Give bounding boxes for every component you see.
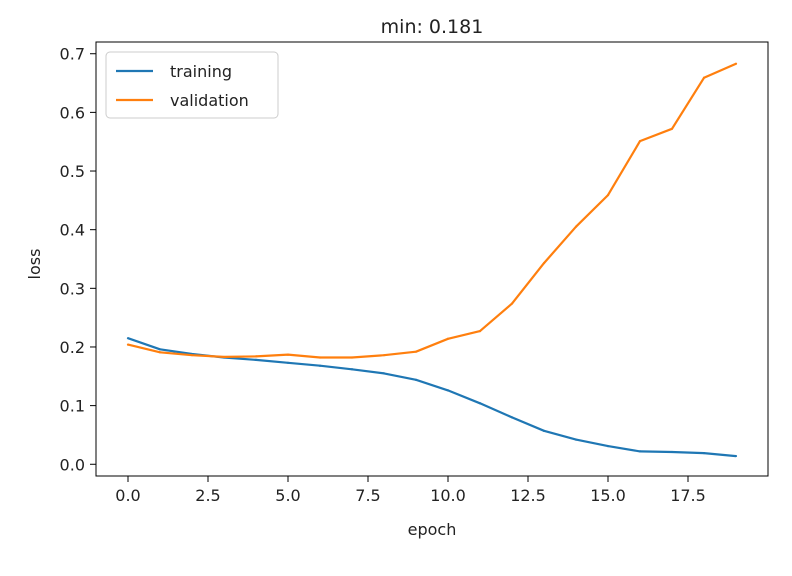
validation-point bbox=[734, 62, 738, 65]
training-point bbox=[350, 368, 354, 371]
x-tick-label: 7.5 bbox=[355, 486, 380, 505]
validation-point bbox=[542, 262, 546, 265]
plot-area-frame bbox=[95, 41, 769, 477]
training-point bbox=[542, 429, 546, 432]
x-tick-label: 0.0 bbox=[115, 486, 140, 505]
validation-point bbox=[158, 351, 162, 354]
x-axis-label: epoch bbox=[408, 520, 457, 539]
x-axis: 0.0 2.5 5.0 7.5 10.0 12.5 15.0 17.5 bbox=[115, 476, 706, 505]
validation-point bbox=[318, 356, 322, 359]
training-point bbox=[670, 450, 674, 454]
x-tick-label: 5.0 bbox=[275, 486, 300, 505]
training-point bbox=[158, 348, 162, 351]
x-tick-label: 12.5 bbox=[510, 486, 546, 505]
x-tick-label: 17.5 bbox=[670, 486, 706, 505]
y-tick-label: 0.2 bbox=[60, 338, 85, 357]
training-point bbox=[478, 402, 482, 405]
validation-point bbox=[286, 353, 290, 356]
training-point bbox=[734, 454, 738, 458]
y-axis-label: loss bbox=[25, 249, 44, 280]
chart-title: min: 0.181 bbox=[381, 16, 484, 38]
validation-point bbox=[414, 350, 418, 353]
validation-point bbox=[478, 330, 482, 333]
legend: training validation bbox=[105, 51, 279, 119]
validation-point bbox=[670, 127, 674, 130]
x-tick-label: 10.0 bbox=[430, 486, 466, 505]
y-tick-label: 0.0 bbox=[60, 455, 85, 474]
x-tick-label: 2.5 bbox=[195, 486, 220, 505]
legend-box bbox=[105, 51, 279, 119]
training-point bbox=[286, 361, 290, 364]
validation-point bbox=[606, 193, 610, 197]
training-point bbox=[446, 389, 450, 392]
validation-point bbox=[510, 302, 514, 305]
validation-point bbox=[190, 354, 194, 357]
validation-point bbox=[382, 354, 386, 357]
validation-point bbox=[126, 343, 130, 346]
validation-point bbox=[222, 355, 226, 359]
y-tick-label: 0.6 bbox=[60, 103, 85, 122]
training-point bbox=[606, 444, 610, 448]
y-tick-label: 0.3 bbox=[60, 279, 85, 298]
training-point bbox=[254, 358, 258, 361]
validation-line bbox=[127, 62, 737, 359]
training-point bbox=[126, 337, 130, 340]
validation-point bbox=[574, 225, 578, 228]
validation-point bbox=[638, 140, 642, 143]
series-lines bbox=[126, 62, 738, 458]
validation-point bbox=[702, 76, 706, 79]
training-point bbox=[414, 378, 418, 381]
y-tick-label: 0.7 bbox=[60, 45, 85, 64]
y-tick-label: 0.4 bbox=[60, 221, 85, 240]
legend-label-training: training bbox=[170, 62, 232, 81]
y-tick-label: 0.1 bbox=[60, 397, 85, 416]
training-point bbox=[382, 372, 386, 375]
legend-label-validation: validation bbox=[170, 91, 249, 110]
validation-point bbox=[350, 356, 354, 359]
validation-point bbox=[446, 337, 450, 340]
y-axis: 0.0 0.1 0.2 0.3 0.4 0.5 0.6 0.7 bbox=[60, 45, 96, 474]
training-point bbox=[510, 416, 514, 419]
training-point bbox=[638, 450, 642, 453]
training-point bbox=[574, 438, 578, 441]
x-tick-label: 15.0 bbox=[590, 486, 626, 505]
training-point bbox=[702, 452, 706, 455]
y-tick-label: 0.5 bbox=[60, 162, 85, 181]
training-point bbox=[318, 364, 322, 367]
validation-point bbox=[254, 355, 258, 358]
